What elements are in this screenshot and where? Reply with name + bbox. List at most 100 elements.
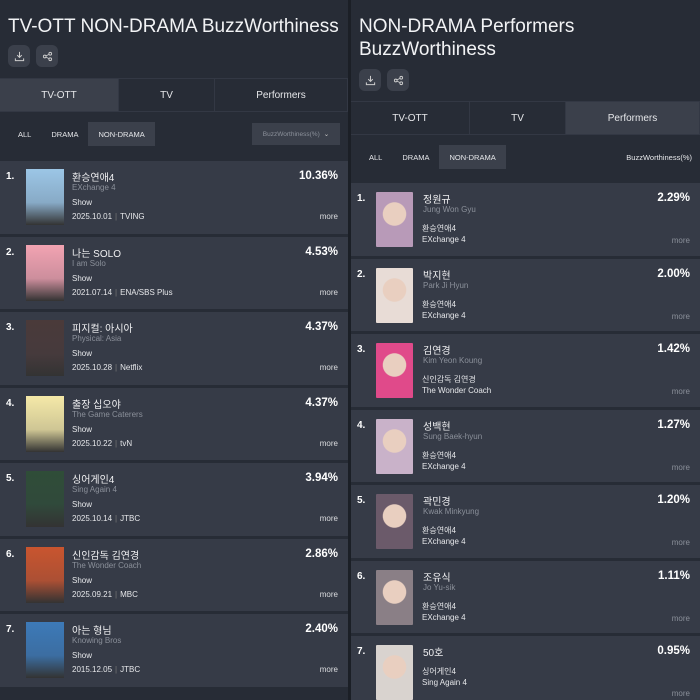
share-button[interactable] [387,69,409,91]
air-info: 2025.10.22 | tvN [72,439,132,448]
share-button[interactable] [36,45,58,67]
more-link[interactable]: more [671,462,690,472]
buzz-percentage: 1.27% [657,418,690,431]
download-button[interactable] [8,45,30,67]
more-link[interactable]: more [671,689,690,698]
list-item[interactable]: 1. 정원규 Jung Won Gyu 환승연애4 EXchange 4 2.29% mor… [351,183,700,259]
more-link[interactable]: more [319,665,338,674]
air-info: 2025.10.28 | Netflix [72,363,142,372]
program-english: EXchange 4 [422,612,466,622]
list-item[interactable]: 4. 출장 십오야 The Game Caterers Show 2025.10.22 |… [0,387,348,463]
tab-tv[interactable]: TV [119,79,215,111]
tab-performers[interactable]: Performers [566,102,700,134]
share-icon [42,51,52,61]
list-item[interactable]: 3. 피지컬: 아시아 Physical: Asia Show 2025.10.28 | N… [0,312,348,388]
rank-number: 3. [6,322,15,333]
filter-all[interactable]: ALL [18,129,32,139]
filter-all[interactable]: ALL [369,152,383,162]
title-korean: 신인감독 김연경 [72,550,140,562]
title-korean: 아는 형님 [72,626,112,637]
list-item[interactable]: 2. 박지현 Park Ji Hyun 환승연애4 EXchange 4 2.00% mor… [351,258,700,334]
list-item[interactable]: 5. 싱어게인4 Sing Again 4 Show 2025.10.14 | JTBC 3.… [0,463,348,539]
list-item[interactable]: 7. 아는 형님 Knowing Bros Show 2015.12.05 | JTBC 2.… [0,614,348,690]
more-link[interactable]: more [319,589,338,599]
separator: | [115,212,118,221]
channel: TVING [120,212,145,221]
buzz-percentage: 0.95% [657,645,690,657]
program-english: EXchange 4 [422,461,466,471]
more-link[interactable]: more [319,514,338,523]
list-item[interactable]: 6. 신인감독 김연경 The Wonder Coach Show 2025.09.21… [0,538,348,614]
program-korean: 싱어게인4 [422,667,456,676]
more-link[interactable]: more [671,387,690,396]
more-link[interactable]: more [671,538,690,547]
sort-dropdown[interactable]: BuzzWorthiness(%) ⌄ [252,123,340,145]
more-link[interactable]: more [319,438,338,448]
list-item[interactable]: 2. 나는 SOLO I am Solo Show 2021.07.14 | ENA/SBS… [0,236,348,312]
channel: Netflix [120,363,143,372]
performer-name-korean: 김연경 [423,346,451,357]
title-english: Knowing Bros [72,636,122,645]
genre-label: Show [72,273,93,283]
buzz-percentage: 4.37% [305,321,338,333]
list-item[interactable]: 1. 환승연애4 EXchange 4 Show 2025.10.01 | TVING 10.… [0,161,348,237]
program-korean: 환승연애4 [422,526,456,535]
list-item[interactable]: 4. 성백현 Sung Baek-hyun 환승연애4 EXchange 4 1.27% m… [351,409,700,485]
download-button[interactable] [359,69,381,91]
tab-tv[interactable]: TV [470,102,566,134]
rank-number: 6. [357,570,366,582]
performer-name-korean: 정원규 [423,195,451,206]
air-info: 2025.10.01 | TVING [72,212,145,221]
more-link[interactable]: more [671,236,690,245]
poster-thumbnail [26,471,64,527]
program-korean: 환승연애4 [422,299,456,309]
buzz-percentage: 10.36% [298,170,338,182]
title-english: EXchange 4 [72,183,116,192]
air-info: 2021.07.14 | ENA/SBS Plus [72,288,173,297]
performer-name-korean: 50호 [423,648,444,659]
separator: | [115,438,118,448]
filter-non-drama[interactable]: NON-DRAMA [439,145,506,169]
performer-name-english: Park Ji Hyun [423,280,469,290]
filter-drama[interactable]: DRAMA [402,152,430,162]
more-link[interactable]: more [319,287,338,297]
poster-thumbnail [26,622,64,678]
sort-dropdown-value: BuzzWorthiness(%) [262,130,320,138]
tab-tv-ott[interactable]: TV-OTT [351,102,470,134]
rank-number: 1. [6,171,15,182]
list-item[interactable]: 3. 김연경 Kim Yeon Koung 신인감독 김연경 The Wonder Co… [351,334,700,410]
separator: | [115,363,118,372]
title-english: The Game Caterers [72,409,143,419]
air-date: 2025.09.21 [72,589,113,599]
list-item[interactable]: 5. 곽민경 Kwak Minkyung 환승연애4 EXchange 4 1.20% mo… [351,485,700,561]
air-date: 2021.07.14 [72,287,113,297]
tab-performers[interactable]: Performers [215,79,348,111]
page-title: NON-DRAMA Performers BuzzWorthiness [359,16,575,60]
performer-name-korean: 성백현 [423,421,451,433]
list-item[interactable]: 6. 조유식 Jo Yu-sik 환승연애4 EXchange 4 1.11% more [351,560,700,636]
rank-number: 2. [357,268,366,280]
title-korean: 나는 SOLO [72,248,121,260]
title-english: Sing Again 4 [72,485,117,494]
avatar [376,645,413,700]
air-date: 2015.12.05 [72,665,113,674]
genre-label: Show [72,575,93,585]
more-link[interactable]: more [319,212,338,221]
tab-tv-ott[interactable]: TV-OTT [0,79,119,111]
separator: | [115,287,118,297]
rank-number: 7. [357,646,366,657]
list-item[interactable]: 7. 50호 싱어게인4 Sing Again 4 0.95% more [351,636,700,700]
filter-drama[interactable]: DRAMA [51,129,79,139]
more-link[interactable]: more [319,363,338,372]
more-link[interactable]: more [671,311,690,321]
performer-name-korean: 박지현 [423,270,451,282]
buzz-percentage: 4.37% [305,396,338,409]
filter-non-drama[interactable]: NON-DRAMA [88,122,155,146]
download-icon [14,51,24,61]
download-icon [365,75,375,85]
channel: ENA/SBS Plus [120,287,173,297]
performer-name-english: Kwak Minkyung [423,507,480,516]
more-link[interactable]: more [671,613,690,623]
poster-thumbnail [26,244,64,301]
title-english: I am Solo [72,258,106,268]
